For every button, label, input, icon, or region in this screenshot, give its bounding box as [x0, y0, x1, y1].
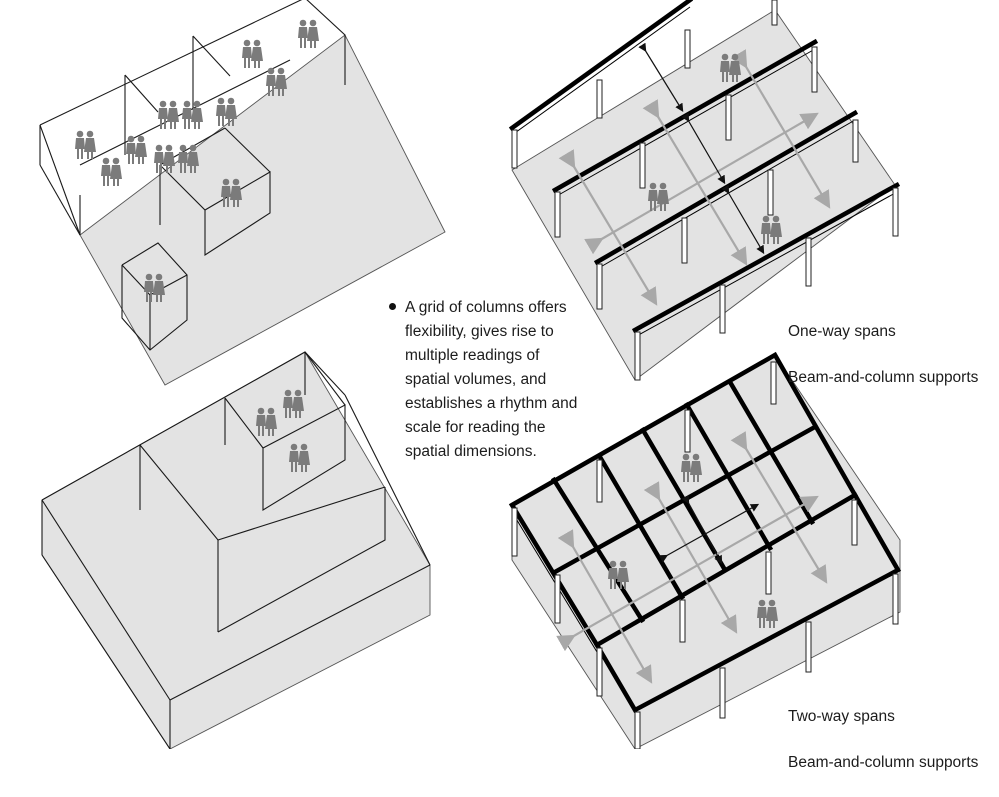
bullet-point: [389, 303, 396, 310]
column: [634, 331, 641, 381]
person-pair-icon: [158, 100, 179, 129]
column: [681, 217, 688, 264]
column: [596, 647, 603, 697]
column: [511, 507, 518, 557]
one-way-spans-diagram: [508, 0, 901, 381]
column: [639, 142, 646, 189]
person-pair-icon: [216, 97, 237, 126]
column: [767, 169, 774, 216]
dimension-arrow-icon: [721, 184, 765, 255]
column: [892, 187, 899, 237]
person-pair-icon: [298, 19, 319, 48]
person-pair-icon: [242, 39, 263, 68]
column: [771, 0, 778, 26]
one-way-title: One-way spans: [788, 323, 896, 340]
column: [852, 119, 859, 163]
two-way-spans-diagram: [508, 351, 902, 749]
two-way-subtitle: Beam-and-column supports: [788, 754, 979, 771]
two-way-title: Two-way spans: [788, 708, 895, 725]
span-arrow-icon: [730, 49, 831, 209]
column: [554, 191, 561, 238]
column: [511, 129, 518, 169]
dimension-arrow-icon: [638, 42, 684, 113]
column: [725, 94, 732, 141]
column: [765, 551, 772, 595]
column: [719, 667, 726, 719]
column: [770, 361, 777, 405]
one-way-subtitle: Beam-and-column supports: [788, 369, 979, 386]
column: [596, 459, 603, 503]
column: [596, 263, 603, 310]
column: [719, 284, 726, 334]
column: [811, 46, 818, 93]
column: [805, 621, 812, 673]
column: [684, 409, 691, 453]
nested-volumes-diagram: [41, 351, 431, 749]
column: [851, 499, 858, 546]
column: [892, 573, 899, 625]
column: [554, 574, 561, 624]
column: [634, 711, 641, 749]
column: [596, 79, 603, 119]
dimension-arrow-icon: [681, 112, 726, 185]
span-arrow-icon: [557, 529, 653, 684]
column: [805, 237, 812, 287]
floor-plane: [41, 351, 431, 749]
person-pair-icon: [101, 157, 122, 186]
span-arrow-icon: [730, 431, 828, 584]
grid-description: A grid of columns offers flexibility, gi…: [405, 299, 578, 460]
column: [684, 29, 691, 69]
two-way-caption: Two-way spans Beam-and-column supports: [788, 682, 978, 797]
column: [679, 599, 686, 643]
diagram-canvas: [39, 0, 902, 749]
grid-volumes-diagram: [39, 0, 446, 386]
one-way-caption: One-way spans Beam-and-column supports: [788, 297, 978, 412]
span-arrow-icon: [558, 149, 658, 306]
dimension-arrow-icon: [681, 494, 723, 565]
person-pair-icon: [75, 130, 96, 159]
person-pair-icon: [126, 135, 147, 164]
